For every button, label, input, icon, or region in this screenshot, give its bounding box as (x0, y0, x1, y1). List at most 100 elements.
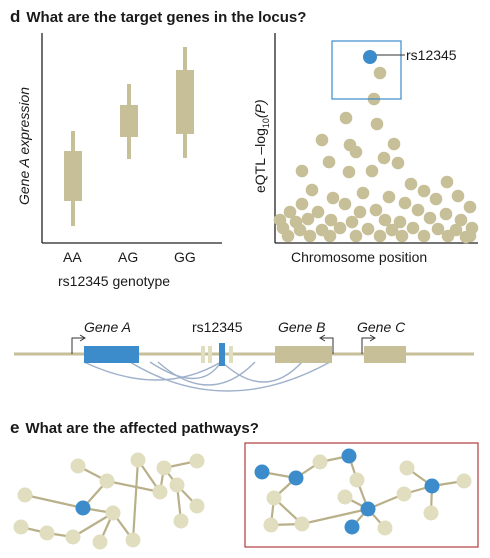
box-aa (64, 131, 82, 226)
network-node (396, 486, 412, 502)
gene-b-label: Gene B (278, 319, 326, 335)
interaction-arcs (83, 361, 331, 392)
network-node (105, 505, 121, 521)
scatter-point (338, 197, 352, 211)
scatter-point (441, 229, 455, 243)
scatter-point (395, 229, 409, 243)
tick-gg: GG (174, 249, 196, 265)
network-node-affected (341, 448, 357, 464)
network-node (169, 477, 185, 493)
scatter-point (463, 200, 477, 214)
network-node (13, 519, 29, 535)
network-node (173, 513, 189, 529)
network-node (266, 490, 282, 506)
scatter-point (393, 215, 407, 229)
scatter-point (353, 205, 367, 219)
scatter-point (369, 203, 383, 217)
scatter-point (345, 215, 359, 229)
network-node-affected (360, 501, 376, 517)
affected-pathway-frame (244, 442, 479, 548)
network-node-affected (254, 464, 270, 480)
network-node (39, 525, 55, 541)
scatter-point (293, 223, 307, 237)
scatter-point (322, 155, 336, 169)
gene-c-body (364, 346, 406, 363)
scatter-point (303, 229, 317, 243)
tick-aa: AA (63, 249, 82, 265)
scatter-point (342, 165, 356, 179)
scatter-point (423, 211, 437, 225)
network-node (189, 498, 205, 514)
scatter-point (281, 229, 295, 243)
box-gg (176, 47, 194, 158)
network-node (337, 489, 353, 505)
gene-c-tss-arrow (361, 337, 374, 354)
scatter-point (295, 197, 309, 211)
scatter-point (339, 111, 353, 125)
scatter-point (406, 221, 420, 235)
lead-snp-label: rs12345 (406, 47, 457, 63)
scatter-points (273, 66, 479, 244)
scatter-point (431, 222, 445, 236)
scatter-point (373, 66, 387, 80)
scatter-point (323, 229, 337, 243)
network-node (294, 516, 310, 532)
scatter-point (378, 213, 392, 227)
box-plot-xlabel: rs12345 genotype (58, 273, 171, 289)
scatter-point (301, 212, 315, 226)
scatter-point (385, 223, 399, 237)
scatter-point (305, 183, 319, 197)
box-plot (41, 33, 222, 244)
locus-diagram (14, 334, 474, 392)
enhancer-1 (201, 346, 205, 363)
network-node (189, 453, 205, 469)
scatter-point (454, 213, 468, 227)
network-node (312, 454, 328, 470)
network-node (263, 517, 279, 533)
manhattan-ylabel: eQTL –log10(P) (252, 99, 271, 193)
scatter-point (349, 145, 363, 159)
gene-b-tss-arrow (321, 337, 334, 354)
scatter-point (326, 191, 340, 205)
scatter-point (370, 117, 384, 131)
lead-snp-highlight-box (331, 40, 402, 100)
scatter-point (361, 222, 375, 236)
scatter-point (365, 164, 379, 178)
scatter-point (411, 203, 425, 217)
scatter-point (451, 189, 465, 203)
scatter-point (463, 229, 477, 243)
pathway-network-normal (13, 452, 205, 550)
network-node (99, 473, 115, 489)
network-edge (131, 459, 140, 541)
scatter-point (417, 184, 431, 198)
gene-c-label: Gene C (357, 319, 406, 335)
network-node-affected (424, 478, 440, 494)
scatter-point (404, 177, 418, 191)
scatter-point (440, 175, 454, 189)
pathway-network-affected (254, 448, 472, 536)
gene-a-body (84, 346, 139, 363)
gene-a-tss-arrow (71, 337, 84, 354)
network-node (423, 505, 439, 521)
panel-e-title: e What are the affected pathways? (10, 418, 259, 437)
network-node (456, 473, 472, 489)
gene-a-label: Gene A (84, 319, 131, 335)
network-edge (301, 507, 369, 526)
network-node-affected (344, 519, 360, 535)
network-node (70, 458, 86, 474)
network-node (125, 532, 141, 548)
panel-e-letter: e (10, 418, 20, 437)
scatter-point (283, 205, 297, 219)
network-node (92, 534, 108, 550)
scatter-point (324, 213, 338, 227)
scatter-point (273, 213, 287, 227)
gene-b-body (275, 346, 332, 363)
manhattan-plot (273, 33, 479, 244)
rs12345-marker (219, 343, 225, 366)
scatter-point (417, 229, 431, 243)
scatter-point (391, 156, 405, 170)
lead-snp-point (363, 50, 377, 64)
network-node (377, 520, 393, 536)
scatter-point (333, 221, 347, 235)
